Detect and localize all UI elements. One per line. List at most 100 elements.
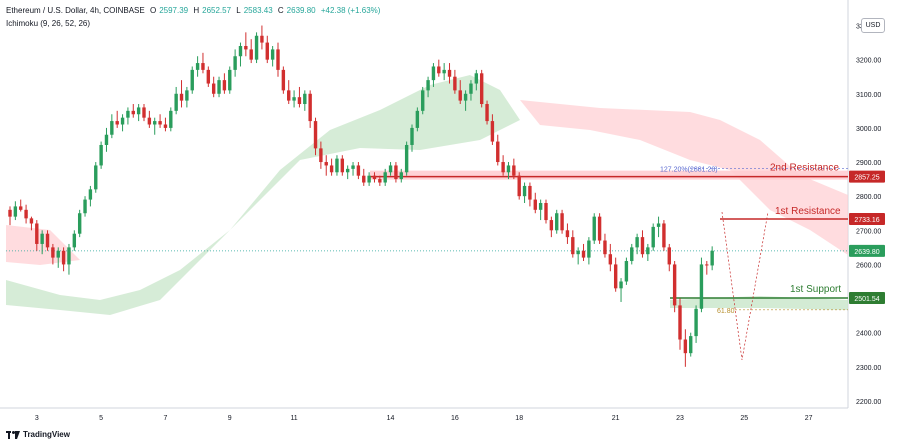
candle-body — [94, 165, 98, 190]
currency-button[interactable]: USD — [861, 18, 885, 33]
candle-body — [683, 339, 688, 354]
close-value: 2639.80 — [286, 6, 316, 15]
candle-body — [179, 93, 184, 101]
second-resistance-tag: 2857.25 — [854, 175, 879, 182]
candle-body — [40, 233, 44, 244]
candle-body — [640, 237, 645, 255]
candle-body — [201, 63, 205, 70]
candle-body — [185, 90, 189, 101]
pattern-lines — [721, 211, 769, 361]
candle-body — [13, 206, 18, 217]
high-label: H — [193, 6, 200, 15]
candle-body — [490, 121, 495, 142]
candle-body — [710, 250, 714, 266]
candle-body — [217, 80, 221, 94]
first-support-tag: 2501.54 — [854, 296, 879, 303]
candle-body — [533, 199, 537, 210]
candle-body — [67, 247, 71, 265]
change-value: +42.38 (+1.63%) — [320, 6, 381, 15]
candle-body — [630, 247, 634, 262]
candle-body — [126, 110, 130, 118]
candle-body — [522, 185, 527, 197]
candle-body — [45, 233, 50, 248]
candle-body — [437, 66, 441, 74]
candle-body — [303, 93, 307, 105]
x-tick-label: 11 — [290, 415, 297, 422]
candle-body — [496, 141, 500, 163]
candle-body — [656, 223, 661, 227]
y-tick-label: 2600.00 — [856, 262, 881, 269]
candle-body — [340, 158, 345, 173]
open-value: 2597.39 — [159, 6, 189, 15]
candle-body — [672, 264, 677, 306]
candle-body — [383, 172, 387, 183]
candle-body — [421, 90, 425, 111]
y-tick-label: 2300.00 — [856, 365, 881, 372]
candle-body — [324, 162, 328, 166]
symbol-title: Ethereum / U.S. Dollar, 4h, COINBASE — [6, 6, 145, 15]
candle-body — [276, 49, 280, 70]
candle-body — [501, 162, 505, 173]
second-resistance-tag-bg — [849, 170, 885, 183]
candle-body — [362, 175, 366, 183]
ichimoku-cloud-bullish — [6, 75, 520, 315]
y-tick-label: 3200.00 — [856, 58, 881, 65]
y-tick-label: 2700.00 — [856, 228, 881, 235]
candle-body — [662, 223, 666, 248]
candle-body — [29, 218, 34, 224]
x-tick-label: 9 — [228, 415, 232, 422]
y-tick-label: 2200.00 — [856, 399, 881, 406]
candle-body — [635, 237, 639, 248]
candle-body — [281, 69, 286, 91]
low-value: 2583.43 — [243, 6, 273, 15]
indicator-label[interactable]: Ichimoku (9, 26, 52, 26) — [6, 19, 91, 28]
candle-body — [512, 165, 516, 176]
candle-body — [99, 144, 103, 166]
candle-body — [104, 134, 109, 145]
candle-body — [131, 110, 135, 115]
candle-body — [474, 73, 479, 84]
candle-body — [158, 121, 162, 125]
candle-body — [705, 264, 709, 266]
y-tick-label: 2400.00 — [856, 331, 881, 338]
candle-body — [613, 264, 618, 289]
candle-body — [603, 240, 607, 255]
current-price-tag-bg — [849, 244, 885, 257]
y-tick-label: 3000.00 — [856, 126, 881, 133]
candle-body — [597, 216, 602, 241]
candle-body — [88, 189, 93, 200]
candle-body — [211, 83, 216, 94]
fib-retracement-label: 61.80 — [717, 308, 735, 315]
first-resistance-tag-bg — [849, 212, 885, 225]
x-tick-label: 25 — [740, 415, 748, 422]
candle-body — [136, 107, 141, 115]
candle-body — [260, 35, 264, 43]
candle-body — [8, 209, 12, 217]
candle-body — [667, 247, 671, 265]
support-zone-fill — [670, 296, 848, 310]
level-label: 1st Resistance — [775, 206, 841, 217]
x-tick-label: 14 — [387, 415, 395, 422]
candle-body — [506, 165, 511, 173]
candle-body — [378, 179, 382, 183]
close-label: C — [277, 6, 284, 15]
candle-body — [458, 90, 462, 101]
candle-body — [694, 308, 698, 337]
candle-body — [329, 165, 334, 173]
candle-body — [442, 69, 446, 74]
candle-body — [190, 69, 194, 91]
candle-body — [699, 264, 704, 309]
candle-body — [555, 213, 559, 231]
candle-body — [689, 336, 693, 354]
candle-body — [142, 107, 146, 118]
candle-body — [51, 247, 55, 258]
candle-body — [619, 281, 623, 289]
candle-body — [35, 223, 39, 244]
candle-body — [147, 117, 152, 125]
candle-body — [169, 110, 173, 128]
candle-body — [222, 80, 227, 91]
tradingview-brand[interactable]: TradingView — [6, 430, 70, 439]
candle-body — [469, 83, 473, 94]
